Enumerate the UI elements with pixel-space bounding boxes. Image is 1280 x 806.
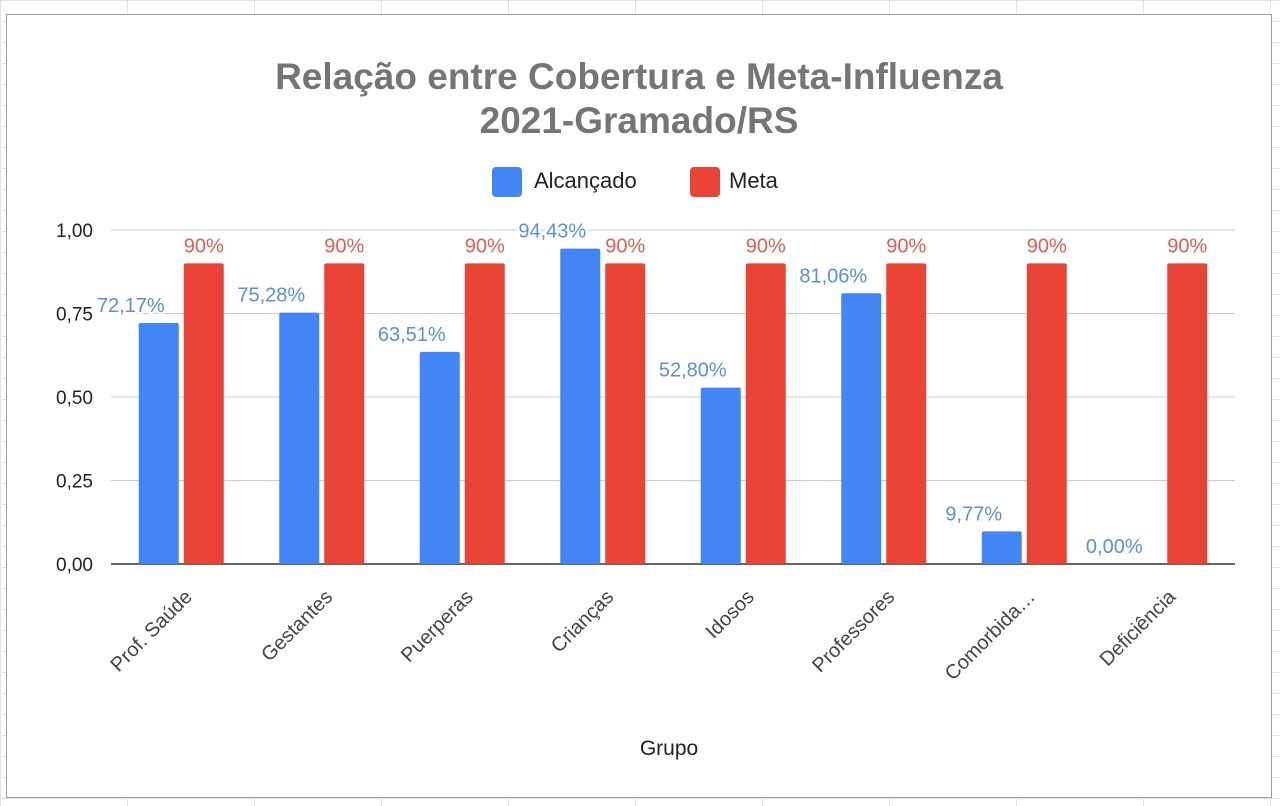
legend-label-alcancado[interactable]: Alcançado [534, 168, 637, 193]
data-label-alcancado-3: 94,43% [518, 221, 586, 243]
legend-swatch-meta [690, 167, 720, 197]
x-category-label: Puerperas [397, 586, 478, 667]
bar-meta-7[interactable] [1167, 263, 1208, 564]
bar-alcancado-0[interactable] [138, 322, 179, 564]
bar-chart: Relação entre Cobertura e Meta-Influenza… [56, 56, 1235, 760]
chart-title-line-1: Relação entre Cobertura e Meta-Influenza [275, 56, 1003, 97]
data-label-meta-6: 90% [1027, 235, 1067, 257]
legend-swatch-alcancado [492, 167, 522, 197]
data-label-alcancado-4: 52,80% [659, 360, 727, 382]
bar-meta-4[interactable] [745, 263, 786, 564]
data-label-alcancado-5: 81,06% [799, 265, 867, 287]
data-label-meta-7: 90% [1167, 235, 1207, 257]
x-category-label: Idosos [702, 586, 759, 643]
data-label-alcancado-7: 0,00% [1086, 536, 1143, 558]
bar-alcancado-4[interactable] [700, 387, 741, 564]
bar-meta-2[interactable] [464, 263, 505, 564]
y-tick-label: 0,25 [56, 472, 93, 493]
data-labels: 72,17% 90% 75,28% 90% 63,51% 90% 94,43% 90% 52,8… [95, 219, 1210, 560]
data-label-alcancado-2: 63,51% [378, 324, 446, 346]
bar-meta-3[interactable] [605, 263, 646, 564]
data-label-meta-4: 90% [746, 235, 786, 257]
bar-alcancado-2[interactable] [419, 351, 460, 564]
bar-series [138, 248, 1208, 564]
data-label-alcancado-0: 72,17% [97, 295, 165, 317]
bar-meta-0[interactable] [183, 263, 224, 564]
x-category-label: Crianças [547, 586, 618, 657]
chart-title-line-2: 2021-Gramado/RS [480, 100, 799, 141]
data-label-alcancado-1: 75,28% [237, 285, 305, 307]
y-axis-ticks: 0,00 0,25 0,50 0,75 1,00 [56, 221, 93, 576]
x-axis-title: Grupo [640, 737, 698, 760]
bar-meta-1[interactable] [324, 263, 365, 564]
y-tick-label: 0,75 [56, 305, 93, 326]
x-category-label: Professores [808, 586, 899, 677]
y-tick-label: 0,50 [56, 388, 93, 409]
y-tick-label: 1,00 [56, 221, 93, 242]
bar-alcancado-3[interactable] [560, 248, 601, 564]
y-tick-label: 0,00 [56, 555, 93, 576]
data-label-alcancado-6: 9,77% [945, 503, 1002, 525]
data-label-meta-5: 90% [886, 235, 926, 257]
bar-meta-5[interactable] [886, 263, 927, 564]
x-category-label: Gestantes [257, 586, 337, 666]
x-category-label: Comorbida… [941, 586, 1040, 685]
data-label-meta-3: 90% [605, 235, 645, 257]
data-label-meta-1: 90% [324, 235, 364, 257]
x-category-label: Deficiência [1096, 585, 1181, 670]
bar-alcancado-5[interactable] [841, 293, 882, 564]
bar-meta-6[interactable] [1026, 263, 1067, 564]
chart-container[interactable]: Relação entre Cobertura e Meta-Influenza… [6, 14, 1272, 798]
legend-label-meta[interactable]: Meta [729, 168, 779, 193]
bar-alcancado-6[interactable] [981, 531, 1022, 564]
x-category-label: Prof. Saúde [107, 586, 197, 676]
bar-alcancado-1[interactable] [279, 312, 320, 564]
x-axis-categories: Prof. Saúde Gestantes Puerperas Crianças Ido… [107, 585, 1181, 684]
data-label-meta-0: 90% [184, 235, 224, 257]
data-label-meta-2: 90% [465, 235, 505, 257]
